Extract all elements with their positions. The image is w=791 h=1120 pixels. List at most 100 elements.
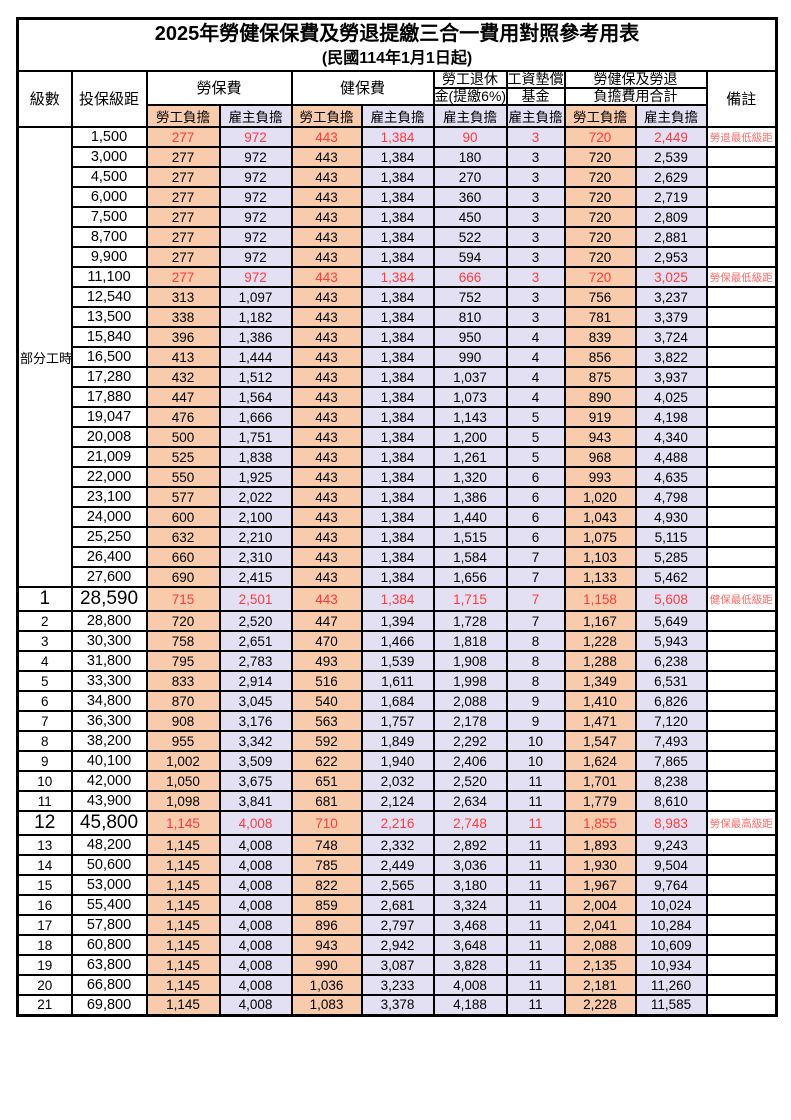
value-cell: 1,515 bbox=[432, 526, 508, 548]
table-row: 3 30,300 758 2,651 470 1,466 1,818 8 1,228 5,943 bbox=[16, 630, 778, 652]
value-cell: 2,032 bbox=[360, 770, 435, 792]
value-cell: 875 bbox=[563, 366, 637, 388]
note-cell bbox=[705, 226, 778, 248]
bracket-cell: 50,600 bbox=[70, 854, 148, 876]
value-cell: 11 bbox=[505, 770, 566, 792]
header-wage-fund-line1: 工資墊償 bbox=[505, 70, 566, 89]
table-row: 23,100 577 2,022 443 1,384 1,386 6 1,020 4,798 bbox=[18, 486, 778, 508]
note-cell bbox=[705, 874, 778, 896]
bracket-cell: 60,800 bbox=[70, 934, 148, 956]
value-cell: 180 bbox=[432, 146, 508, 168]
value-cell: 5,462 bbox=[634, 566, 708, 588]
bracket-cell: 66,800 bbox=[70, 974, 148, 996]
value-cell: 1,288 bbox=[563, 650, 637, 672]
value-cell: 1,384 bbox=[360, 246, 435, 268]
value-cell: 2,210 bbox=[218, 526, 293, 548]
value-cell: 2,942 bbox=[360, 934, 435, 956]
value-cell: 1,145 bbox=[145, 810, 221, 836]
level-cell: 8 bbox=[16, 730, 73, 752]
value-cell: 8 bbox=[505, 650, 566, 672]
value-cell: 3 bbox=[505, 266, 566, 288]
note-cell bbox=[705, 146, 778, 168]
level-cell: 3 bbox=[16, 630, 73, 652]
value-cell: 810 bbox=[432, 306, 508, 328]
table-row: 4,500 277 972 443 1,384 270 3 720 2,629 bbox=[18, 166, 778, 188]
value-cell: 11 bbox=[505, 894, 566, 916]
value-cell: 833 bbox=[145, 670, 221, 692]
value-cell: 720 bbox=[563, 166, 637, 188]
value-cell: 4 bbox=[505, 346, 566, 368]
value-cell: 870 bbox=[145, 690, 221, 712]
value-cell: 443 bbox=[290, 266, 363, 288]
value-cell: 3,036 bbox=[432, 854, 508, 876]
value-cell: 3,841 bbox=[218, 790, 293, 812]
note-cell bbox=[705, 954, 778, 976]
value-cell: 6,826 bbox=[634, 690, 708, 712]
value-cell: 4,025 bbox=[634, 386, 708, 408]
value-cell: 443 bbox=[290, 586, 363, 612]
table-row: 11 43,900 1,098 3,841 681 2,124 2,634 11 1,779 8,… bbox=[16, 790, 778, 812]
value-cell: 470 bbox=[290, 630, 363, 652]
value-cell: 1,940 bbox=[360, 750, 435, 772]
value-cell: 3 bbox=[505, 166, 566, 188]
table-row: 12,540 313 1,097 443 1,384 752 3 756 3,237 bbox=[18, 286, 778, 308]
value-cell: 313 bbox=[145, 286, 221, 308]
value-cell: 720 bbox=[563, 246, 637, 268]
value-cell: 4,008 bbox=[218, 810, 293, 836]
value-cell: 2,892 bbox=[432, 834, 508, 856]
value-cell: 1,384 bbox=[360, 426, 435, 448]
value-cell: 3,378 bbox=[360, 994, 435, 1016]
value-cell: 1,410 bbox=[563, 690, 637, 712]
note-cell bbox=[705, 750, 778, 772]
bracket-cell: 11,100 bbox=[70, 266, 148, 288]
value-cell: 3,324 bbox=[432, 894, 508, 916]
note-cell: 勞保最低級距 bbox=[705, 266, 778, 288]
table-row: 9,900 277 972 443 1,384 594 3 720 2,953 bbox=[18, 246, 778, 268]
value-cell: 2,124 bbox=[360, 790, 435, 812]
header-pension-line1: 勞工退休 bbox=[432, 70, 508, 89]
value-cell: 277 bbox=[145, 186, 221, 208]
table-row: 20 66,800 1,145 4,008 1,036 3,233 4,008 11 2,181… bbox=[16, 974, 778, 996]
table-row: 18 60,800 1,145 4,008 943 2,942 3,648 11 2,088 10… bbox=[16, 934, 778, 956]
value-cell: 2,088 bbox=[563, 934, 637, 956]
table-row: 13 48,200 1,145 4,008 748 2,332 2,892 11 1,893 9,… bbox=[16, 834, 778, 856]
value-cell: 90 bbox=[432, 126, 508, 148]
bracket-cell: 43,900 bbox=[70, 790, 148, 812]
value-cell: 1,547 bbox=[563, 730, 637, 752]
value-cell: 4,008 bbox=[218, 894, 293, 916]
table-row: 27,600 690 2,415 443 1,384 1,656 7 1,133 5,462 bbox=[18, 566, 778, 588]
bracket-cell: 23,100 bbox=[70, 486, 148, 508]
value-cell: 443 bbox=[290, 366, 363, 388]
value-cell: 443 bbox=[290, 146, 363, 168]
note-cell bbox=[705, 286, 778, 308]
value-cell: 11,585 bbox=[634, 994, 708, 1016]
value-cell: 1,384 bbox=[360, 486, 435, 508]
value-cell: 1,818 bbox=[432, 630, 508, 652]
bracket-cell: 33,300 bbox=[70, 670, 148, 692]
value-cell: 4,488 bbox=[634, 446, 708, 468]
value-cell: 10,609 bbox=[634, 934, 708, 956]
value-cell: 443 bbox=[290, 186, 363, 208]
value-cell: 550 bbox=[145, 466, 221, 488]
value-cell: 1,384 bbox=[360, 446, 435, 468]
value-cell: 2,004 bbox=[563, 894, 637, 916]
value-cell: 6 bbox=[505, 526, 566, 548]
bracket-cell: 3,000 bbox=[70, 146, 148, 168]
value-cell: 443 bbox=[290, 386, 363, 408]
value-cell: 896 bbox=[290, 914, 363, 936]
bracket-cell: 24,000 bbox=[70, 506, 148, 528]
header-bracket: 投保級距 bbox=[70, 70, 148, 128]
bracket-cell: 13,500 bbox=[70, 306, 148, 328]
level-cell: 18 bbox=[16, 934, 73, 956]
note-cell bbox=[705, 446, 778, 468]
value-cell: 720 bbox=[563, 126, 637, 148]
table-row: 8,700 277 972 443 1,384 522 3 720 2,881 bbox=[18, 226, 778, 248]
value-cell: 443 bbox=[290, 566, 363, 588]
value-cell: 1,043 bbox=[563, 506, 637, 528]
value-cell: 1,050 bbox=[145, 770, 221, 792]
table-row: 21 69,800 1,145 4,008 1,083 3,378 4,188 11 2,228… bbox=[16, 994, 778, 1016]
value-cell: 1,098 bbox=[145, 790, 221, 812]
value-cell: 3,724 bbox=[634, 326, 708, 348]
value-cell: 1,666 bbox=[218, 406, 293, 428]
value-cell: 2,178 bbox=[432, 710, 508, 732]
